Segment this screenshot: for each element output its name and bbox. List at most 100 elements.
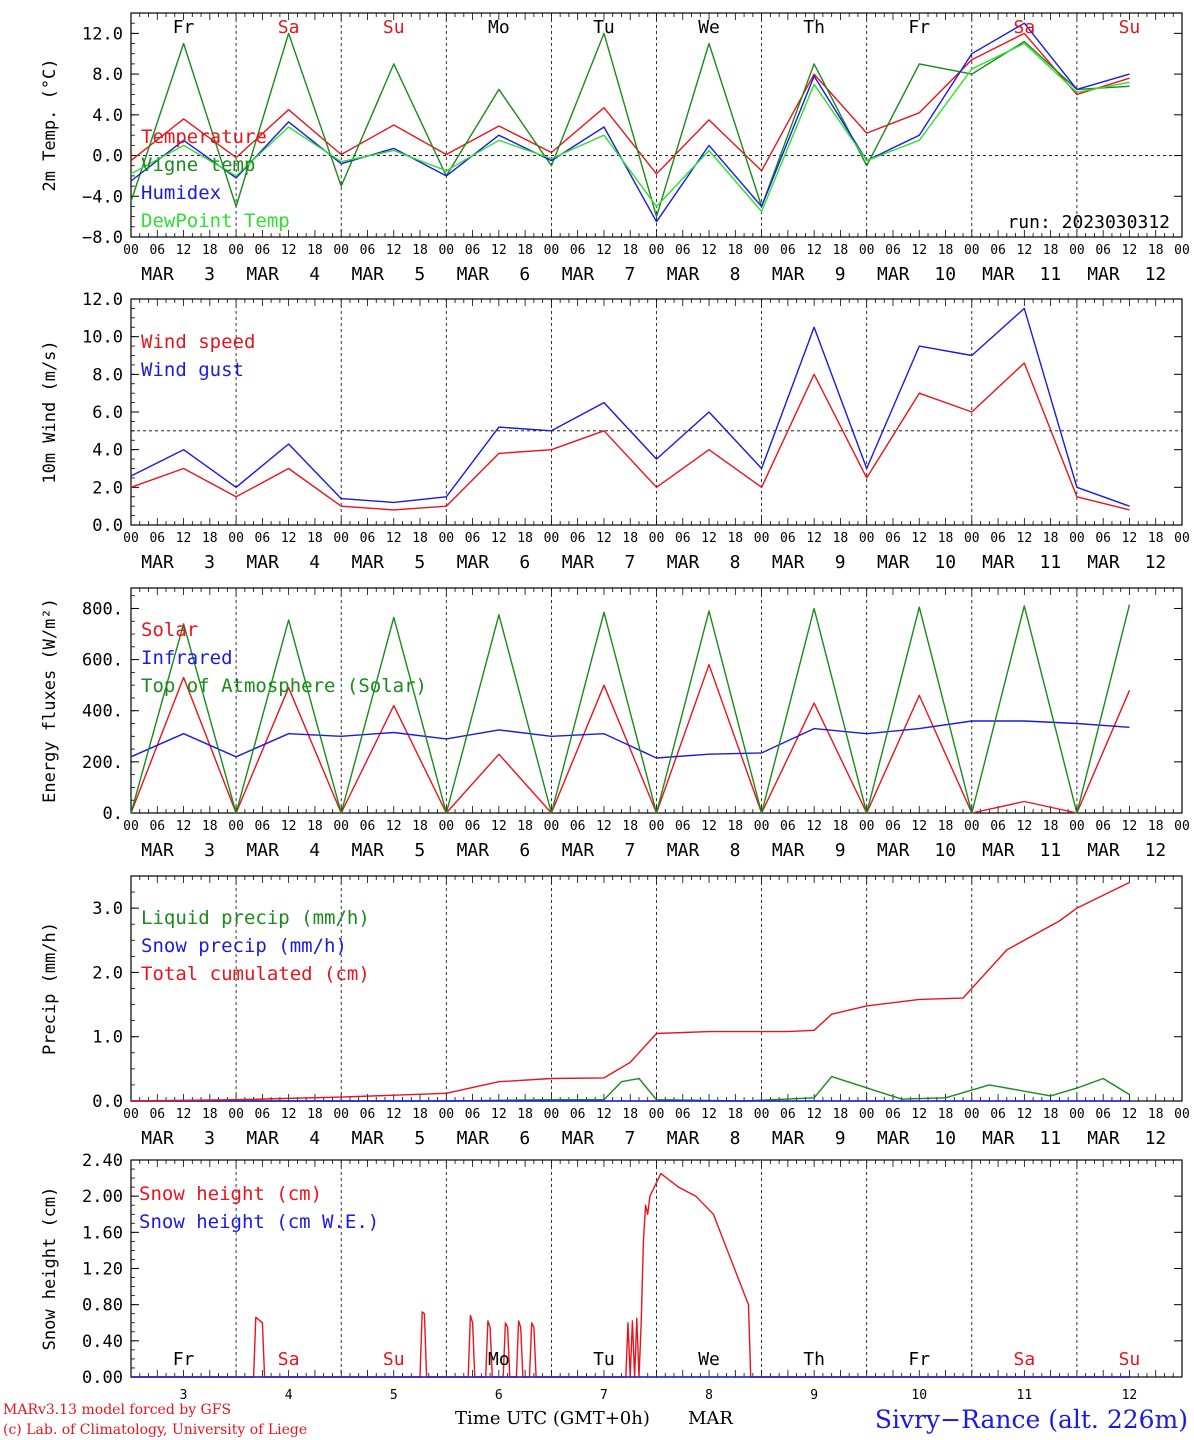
hour-tick-label: 18 [307,531,323,546]
weekday-label: Fr [173,17,195,38]
plot-frame [130,12,1183,238]
month-label: MAR [772,1128,805,1149]
hour-tick-label: 06 [780,243,796,258]
hour-tick-label: 00 [438,243,454,258]
y-tick-label: 1.20 [82,1260,123,1280]
hour-tick-label: 00 [1174,819,1190,834]
y-axis-label: 10m Wind (m/s) [40,340,60,483]
y-tick-label: 2.40 [82,1151,123,1171]
hour-tick-label: 18 [1148,819,1164,834]
weekday-label: Th [803,17,825,38]
hour-tick-label: 06 [149,819,165,834]
hour-tick-label: 00 [228,531,244,546]
hour-tick-label: 06 [360,1107,376,1122]
hour-tick-label: 18 [517,531,533,546]
day-label: 3 [204,552,215,573]
month-label: MAR [1087,264,1120,285]
y-tick-label: 10.0 [82,328,123,348]
hour-tick-label: 00 [438,1107,454,1122]
hour-tick-label: 12 [911,819,927,834]
weekday-label: Mo [488,17,510,38]
legend-entry: Total cumulated (cm) [141,963,370,985]
hour-tick-label: 06 [1095,1107,1111,1122]
hour-tick-label: 18 [938,531,954,546]
y-tick-label: 0. [103,804,123,824]
day-label: 12 [1145,840,1167,861]
hour-tick-label: 00 [228,1107,244,1122]
footer: MARv3.13 model forced by GFS (c) Lab. of … [3,1402,1188,1438]
hour-tick-label: 06 [780,531,796,546]
hour-tick-label: 12 [1122,531,1138,546]
y-axis-label: Snow height (cm) [40,1187,60,1351]
day-number-label: 6 [495,1388,503,1403]
hour-tick-label: 18 [1043,531,1059,546]
hour-tick-label: 06 [990,819,1006,834]
y-tick-label: 0.40 [82,1332,123,1352]
hour-tick-label: 12 [281,531,297,546]
y-tick-label: 6.0 [92,403,123,423]
hour-tick-label: 00 [333,1107,349,1122]
hour-tick-label: 12 [176,243,192,258]
month-label: MAR [457,552,490,573]
hour-tick-label: 00 [1069,1107,1085,1122]
panel-0: 12.0 8.0 4.0 0.0 −4.0 −8.0 2m Temp. (°C) Temper… [40,12,1190,285]
y-axis-label: Precip (mm/h) [40,922,60,1055]
y-tick-label: 2.00 [82,1187,123,1207]
hour-tick-label: 18 [622,1107,638,1122]
month-label: MAR [982,552,1015,573]
hour-tick-label: 18 [517,243,533,258]
day-label: 3 [204,840,215,861]
day-number-label: 11 [1017,1388,1033,1403]
hour-tick-label: 18 [938,1107,954,1122]
month-label: MAR [246,840,279,861]
month-label: MAR [1087,552,1120,573]
run-annotation: run: 2023030312 [1007,212,1170,233]
hour-tick-label: 00 [438,819,454,834]
day-label: 6 [519,840,530,861]
hour-tick-label: 06 [465,531,481,546]
legend-entry: Snow height (cm W.E.) [139,1211,379,1233]
hour-tick-label: 06 [675,243,691,258]
hour-tick-label: 00 [123,1107,139,1122]
hour-tick-label: 18 [622,819,638,834]
hour-tick-label: 00 [333,243,349,258]
y-tick-label: 12.0 [82,24,123,44]
month-label: MAR [351,264,384,285]
legend-entry: Wind gust [141,359,244,381]
hour-tick-label: 00 [649,1107,665,1122]
day-label: 9 [835,840,846,861]
hour-tick-label: 06 [990,531,1006,546]
day-number-label: 10 [911,1388,927,1403]
series-line-top-of-atmosphere-solar- [130,604,1131,814]
day-number-label: 8 [705,1388,713,1403]
hour-tick-label: 00 [964,531,980,546]
hour-tick-label: 18 [833,243,849,258]
y-tick-label: −8.0 [82,228,123,248]
hour-tick-label: 18 [307,1107,323,1122]
legend-entry: Vigne temp [141,154,255,176]
hour-tick-label: 12 [491,1107,507,1122]
hour-tick-label: 06 [255,1107,271,1122]
hour-tick-label: 12 [806,243,822,258]
hour-tick-label: 12 [1017,819,1033,834]
hour-tick-label: 12 [596,1107,612,1122]
day-label: 7 [625,552,636,573]
month-label: MAR [351,840,384,861]
weekday-label: Sa [278,17,300,38]
weekday-label: We [698,1349,720,1370]
month-label: MAR [141,840,174,861]
y-tick-label: 0.0 [92,516,123,536]
hour-tick-label: 12 [911,243,927,258]
hour-tick-label: 18 [1043,243,1059,258]
hour-tick-label: 00 [649,819,665,834]
day-label: 10 [934,552,956,573]
hour-tick-label: 12 [1017,243,1033,258]
month-label: MAR [772,264,805,285]
month-label: MAR [877,1128,910,1149]
legend-entry: Solar [141,619,198,641]
legend-entry: Wind speed [141,331,255,353]
hour-tick-label: 00 [544,819,560,834]
hour-tick-label: 00 [964,1107,980,1122]
hour-tick-label: 06 [255,819,271,834]
